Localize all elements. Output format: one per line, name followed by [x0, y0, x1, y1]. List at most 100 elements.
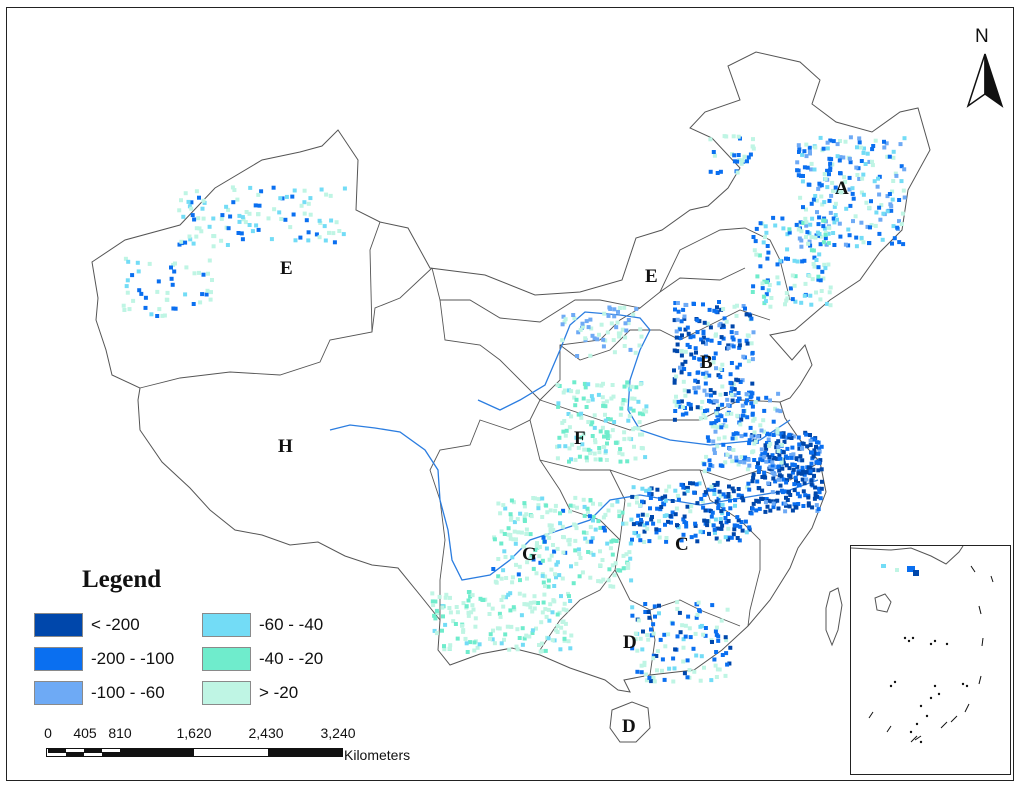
data-pixel [430, 591, 435, 596]
data-pixel [835, 142, 840, 147]
data-pixel [681, 485, 686, 490]
data-pixel [683, 634, 688, 639]
data-pixel [576, 412, 581, 417]
data-pixel [652, 679, 657, 684]
data-pixel [306, 201, 311, 206]
data-pixel [779, 432, 784, 437]
data-pixel [471, 607, 476, 612]
data-pixel [601, 401, 606, 406]
data-pixel [719, 335, 724, 340]
data-pixel [763, 500, 768, 505]
data-pixel [593, 527, 598, 532]
data-pixel [891, 179, 896, 183]
data-pixel [711, 356, 716, 361]
data-pixel [660, 495, 665, 500]
data-pixel [554, 628, 559, 633]
data-pixel [235, 197, 240, 202]
data-pixel [541, 600, 546, 605]
data-pixel [830, 180, 835, 185]
data-pixel [694, 602, 699, 607]
data-pixel [610, 503, 615, 508]
data-pixel [812, 473, 816, 478]
data-pixel [773, 499, 778, 504]
data-pixel [789, 455, 794, 460]
data-pixel [821, 146, 826, 151]
data-pixel [672, 377, 677, 382]
data-pixel [710, 424, 715, 429]
data-pixel [692, 355, 697, 360]
data-pixel [672, 318, 677, 323]
data-pixel [692, 490, 697, 495]
data-pixel [501, 604, 506, 609]
data-pixel [247, 223, 252, 227]
data-pixel [555, 612, 560, 617]
data-pixel [795, 168, 800, 173]
data-pixel [675, 606, 680, 611]
data-pixel [198, 300, 203, 305]
data-pixel [681, 532, 686, 537]
data-pixel [688, 402, 693, 407]
data-pixel [620, 510, 625, 515]
data-pixel [201, 198, 206, 203]
data-pixel [756, 486, 761, 490]
data-pixel [702, 469, 707, 474]
data-pixel [814, 290, 818, 295]
data-pixel [720, 511, 725, 516]
data-pixel [648, 496, 653, 500]
data-pixel [597, 446, 602, 450]
data-pixel [563, 444, 568, 449]
data-pixel [633, 637, 638, 642]
data-pixel [777, 453, 782, 458]
data-pixel [820, 202, 825, 207]
data-pixel [536, 601, 540, 605]
data-pixel [642, 660, 647, 665]
data-pixel [725, 607, 730, 612]
data-pixel [832, 204, 837, 209]
data-pixel [505, 624, 510, 629]
data-pixel [772, 472, 777, 477]
data-pixel [745, 159, 749, 164]
data-pixel [698, 416, 703, 421]
data-pixel [843, 242, 848, 247]
data-pixel [496, 574, 501, 579]
data-pixel [693, 533, 698, 538]
data-pixel [574, 561, 579, 566]
data-pixel [637, 411, 642, 416]
data-pixel [622, 437, 627, 442]
data-pixel [567, 425, 572, 430]
data-pixel [165, 290, 170, 295]
data-pixel [810, 216, 815, 221]
data-pixel [814, 503, 819, 508]
data-pixel [524, 532, 529, 536]
data-pixel [715, 480, 720, 485]
data-pixel [575, 354, 580, 358]
data-pixel [624, 552, 629, 557]
data-pixel [796, 502, 801, 506]
data-pixel [693, 390, 698, 395]
data-pixel [793, 475, 798, 480]
data-pixel [204, 292, 209, 297]
data-pixel [693, 631, 698, 636]
data-pixel [598, 525, 603, 530]
data-pixel [635, 521, 640, 526]
legend-item: -60 - -40 [202, 612, 323, 638]
data-pixel [775, 427, 780, 432]
data-pixel [509, 498, 514, 503]
data-pixel [877, 205, 882, 210]
data-pixel [697, 481, 702, 486]
legend-swatch [34, 647, 83, 671]
data-pixel [302, 211, 307, 216]
data-pixel [721, 423, 726, 428]
data-pixel [723, 418, 728, 423]
data-pixel [815, 494, 820, 499]
data-pixel [723, 392, 728, 396]
data-pixel [466, 598, 471, 603]
data-pixel [266, 216, 271, 221]
data-pixel [882, 145, 887, 150]
data-pixel [613, 440, 618, 445]
data-pixel [211, 244, 216, 249]
data-pixel [764, 292, 769, 297]
data-pixel [549, 567, 554, 572]
data-pixel [520, 626, 525, 631]
data-pixel [717, 341, 722, 345]
